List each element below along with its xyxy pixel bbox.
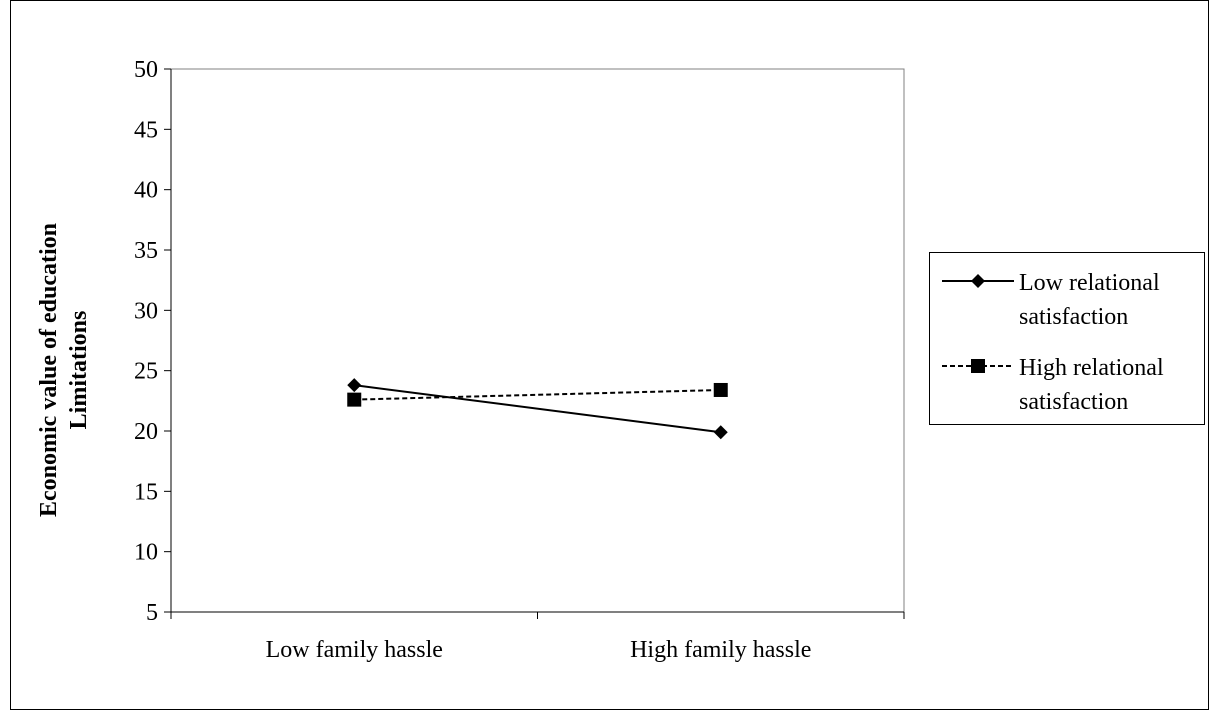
diamond-marker [713, 425, 728, 440]
legend-item-2: High relational satisfaction [942, 355, 1164, 415]
y-tick-label: 35 [134, 238, 158, 264]
y-tick-label: 50 [134, 57, 158, 83]
y-tick-label: 20 [134, 419, 158, 445]
y-tick-label: 30 [134, 298, 158, 324]
legend-diamond-marker [971, 274, 985, 288]
diamond-marker [347, 378, 362, 393]
legend-square-marker [971, 359, 985, 373]
y-axis-title-line-1: Economic value of education [36, 223, 62, 517]
y-tick-label: 10 [134, 540, 158, 566]
legend-label: Low relational [1019, 270, 1160, 296]
y-tick-label: 25 [134, 359, 158, 385]
legend-item-1: Low relational satisfaction [942, 270, 1160, 330]
y-axis: 5 10 15 20 25 30 35 40 45 50 [134, 57, 172, 626]
plot-area [170, 68, 905, 613]
series-layer [347, 378, 728, 440]
legend-label: High relational [1019, 355, 1164, 381]
series-line [354, 388, 721, 401]
y-tick-label: 40 [134, 178, 158, 204]
legend-label: satisfaction [1019, 389, 1128, 415]
x-axis: Low family hassle High family hassle [170, 611, 905, 663]
series-1 [347, 378, 728, 440]
square-marker [713, 382, 728, 397]
y-tick-label: 15 [134, 479, 158, 505]
legend-label: satisfaction [1019, 304, 1128, 330]
square-marker [347, 392, 362, 407]
series-line [354, 384, 721, 434]
series-2 [347, 382, 728, 407]
y-tick-label: 45 [134, 117, 158, 143]
x-category-label: Low family hassle [266, 637, 443, 663]
y-tick-label: 5 [146, 600, 158, 626]
y-axis-title-line-2: Limitations [66, 311, 92, 430]
x-category-label: High family hassle [630, 637, 811, 663]
